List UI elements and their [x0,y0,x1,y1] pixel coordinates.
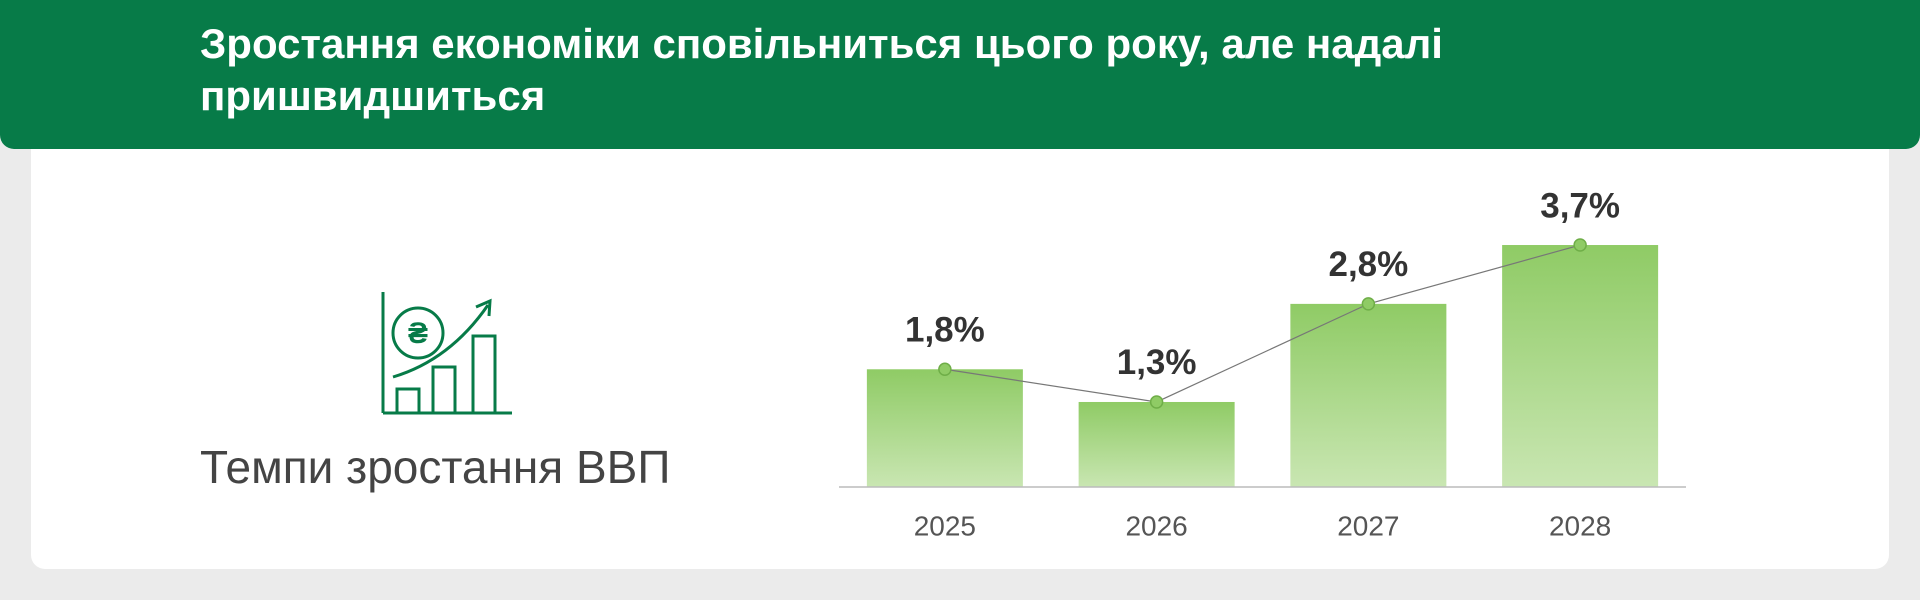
svg-text:₴: ₴ [408,317,428,350]
trend-point [1361,297,1376,311]
value-label: 1,3% [1117,343,1197,382]
x-tick-label: 2028 [1549,510,1611,541]
trend-line [944,244,1581,403]
x-tick-label: 2027 [1337,510,1399,541]
bar [1502,245,1659,487]
growth-icon: ₴ [381,292,512,415]
value-label: 2,8% [1328,245,1408,284]
header: Зростання економіки сповільниться цього … [0,0,1920,149]
chart-caption: Темпи зростання ВВП [200,441,670,493]
bar [1290,303,1447,487]
bar [866,369,1023,487]
trend-point [1149,395,1164,409]
trend-point [938,362,952,377]
value-label: 1,8% [905,311,985,350]
page-title: Зростання економіки сповільниться цього … [200,20,1443,119]
bar [1078,401,1235,487]
x-tick-label: 2025 [914,510,976,541]
value-label: 3,7% [1540,186,1620,225]
x-tick-label: 2026 [1125,510,1187,541]
trend-point [1573,238,1587,252]
